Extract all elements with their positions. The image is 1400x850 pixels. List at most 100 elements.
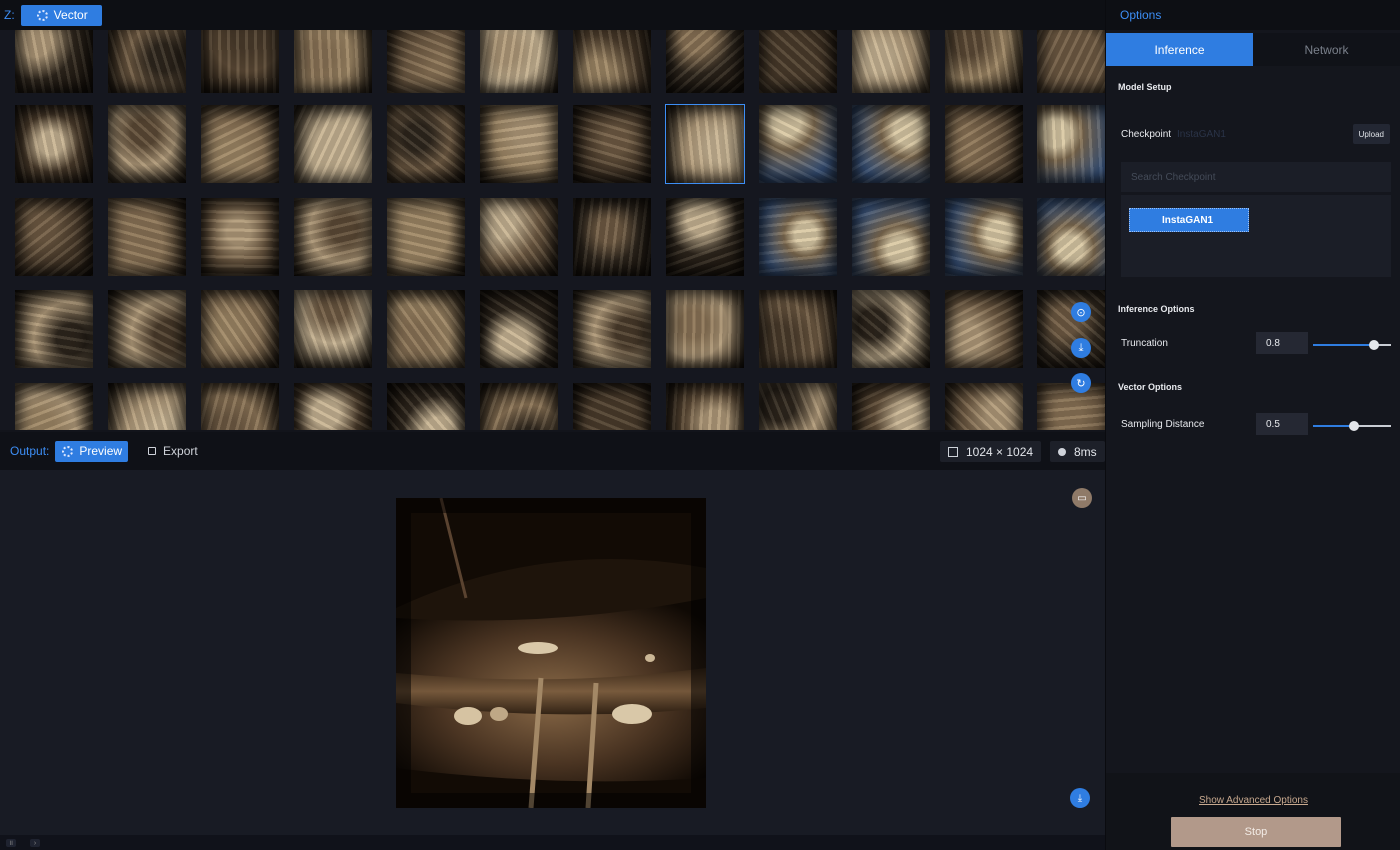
compare-icon[interactable]: ▭ (1072, 488, 1092, 508)
vector-icon (36, 9, 48, 21)
grid-thumbnail[interactable] (108, 105, 186, 183)
grid-thumbnail[interactable] (201, 30, 279, 93)
grid-thumbnail[interactable] (108, 290, 186, 368)
truncation-slider-handle[interactable] (1369, 340, 1380, 350)
grid-thumbnail[interactable] (1037, 383, 1105, 430)
grid-thumbnail[interactable] (573, 383, 651, 430)
search-checkpoint-input[interactable]: Search Checkpoint (1121, 162, 1391, 192)
grid-thumbnail[interactable] (759, 198, 837, 276)
grid-thumbnail[interactable] (1037, 30, 1105, 93)
preview-button[interactable]: Preview (55, 440, 129, 462)
grid-thumbnail[interactable] (666, 290, 744, 368)
thumbnail-texture (294, 383, 372, 430)
latent-image-grid[interactable]: ⊙ ⤓ ↻ (0, 30, 1105, 430)
grid-thumbnail[interactable] (480, 290, 558, 368)
thumbnail-texture (294, 290, 372, 368)
thumbnail-texture (15, 383, 93, 430)
grid-thumbnail[interactable] (573, 105, 651, 183)
grid-thumbnail[interactable] (480, 198, 558, 276)
grid-thumbnail[interactable] (666, 383, 744, 430)
thumbnail-texture (201, 105, 279, 183)
grid-thumbnail[interactable] (666, 198, 744, 276)
z-label: Z: (4, 8, 15, 22)
grid-thumbnail[interactable] (852, 30, 930, 93)
grid-thumbnail[interactable] (108, 383, 186, 430)
thumbnail-texture (945, 105, 1023, 183)
grid-thumbnail[interactable] (759, 30, 837, 93)
grid-thumbnail[interactable] (15, 105, 93, 183)
grid-thumbnail[interactable] (759, 105, 837, 183)
thumbnail-texture (945, 198, 1023, 276)
grid-thumbnail[interactable] (294, 105, 372, 183)
thumbnail-texture (1037, 30, 1105, 93)
export-button[interactable]: Export (148, 444, 198, 458)
tab-network[interactable]: Network (1253, 33, 1400, 66)
grid-thumbnail[interactable] (573, 290, 651, 368)
grid-thumbnail[interactable] (387, 198, 465, 276)
grid-thumbnail[interactable] (945, 198, 1023, 276)
grid-thumbnail[interactable] (387, 30, 465, 93)
grid-thumbnail[interactable] (201, 105, 279, 183)
upload-button[interactable]: Upload (1352, 124, 1390, 144)
pause-icon[interactable]: ॥ (6, 839, 16, 847)
grid-thumbnail[interactable] (294, 383, 372, 430)
grid-thumbnail[interactable] (1037, 198, 1105, 276)
grid-thumbnail[interactable] (945, 383, 1023, 430)
grid-thumbnail[interactable] (1037, 105, 1105, 183)
grid-thumbnail[interactable] (945, 105, 1023, 183)
show-advanced-options-link[interactable]: Show Advanced Options (1199, 795, 1308, 806)
grid-thumbnail[interactable] (480, 30, 558, 93)
truncation-slider[interactable] (1313, 340, 1391, 350)
thumbnail-texture (480, 105, 558, 183)
grid-thumbnail[interactable] (294, 198, 372, 276)
grid-thumbnail[interactable] (15, 383, 93, 430)
truncation-input[interactable]: 0.8 (1256, 332, 1308, 354)
grid-thumbnail[interactable] (294, 290, 372, 368)
grid-thumbnail[interactable] (387, 105, 465, 183)
thumbnail-texture (480, 290, 558, 368)
grid-thumbnail[interactable] (15, 290, 93, 368)
vector-mode-label: Vector (53, 8, 88, 22)
grid-thumbnail[interactable] (201, 198, 279, 276)
grid-thumbnail[interactable] (294, 30, 372, 93)
sampling-distance-slider[interactable] (1313, 421, 1391, 431)
resize-icon (948, 446, 958, 457)
grid-thumbnail[interactable] (573, 198, 651, 276)
grid-thumbnail[interactable] (666, 30, 744, 93)
grid-thumbnail[interactable] (387, 383, 465, 430)
checkpoint-list-item[interactable]: InstaGAN1 (1129, 208, 1249, 232)
sampling-distance-input[interactable]: 0.5 (1256, 413, 1308, 435)
thumbnail-texture (201, 198, 279, 276)
grid-thumbnail[interactable] (15, 198, 93, 276)
grid-thumbnail[interactable] (759, 383, 837, 430)
grid-thumbnail[interactable] (480, 383, 558, 430)
grid-thumbnail[interactable] (480, 105, 558, 183)
grid-thumbnail[interactable] (201, 290, 279, 368)
grid-thumbnail[interactable] (201, 383, 279, 430)
grid-thumbnail[interactable] (945, 290, 1023, 368)
tab-inference[interactable]: Inference (1106, 33, 1253, 66)
grid-thumbnail[interactable] (15, 30, 93, 93)
grid-thumbnail[interactable] (573, 30, 651, 93)
sampling-slider-handle[interactable] (1349, 421, 1360, 431)
grid-thumbnail[interactable] (852, 290, 930, 368)
grid-thumbnail[interactable] (665, 104, 745, 184)
orbit-icon[interactable]: ⊙ (1071, 302, 1091, 322)
grid-thumbnail[interactable] (108, 198, 186, 276)
stop-button[interactable]: Stop (1171, 817, 1341, 847)
grid-thumbnail[interactable] (759, 290, 837, 368)
grid-thumbnail[interactable] (1037, 290, 1105, 368)
grid-thumbnail[interactable] (387, 290, 465, 368)
grid-thumbnail[interactable] (852, 105, 930, 183)
grid-thumbnail[interactable] (852, 383, 930, 430)
download-preview-icon[interactable]: ⤓ (1070, 788, 1090, 808)
vector-mode-button[interactable]: Vector (20, 4, 102, 26)
grid-thumbnail[interactable] (945, 30, 1023, 93)
thumbnail-texture (759, 30, 837, 93)
grid-thumbnail[interactable] (852, 198, 930, 276)
thumbnail-texture (573, 105, 651, 183)
grid-thumbnail[interactable] (108, 30, 186, 93)
download-icon[interactable]: ⤓ (1071, 338, 1091, 358)
refresh-icon[interactable]: ↻ (1071, 373, 1091, 393)
chevron-right-icon[interactable]: › (30, 839, 40, 847)
